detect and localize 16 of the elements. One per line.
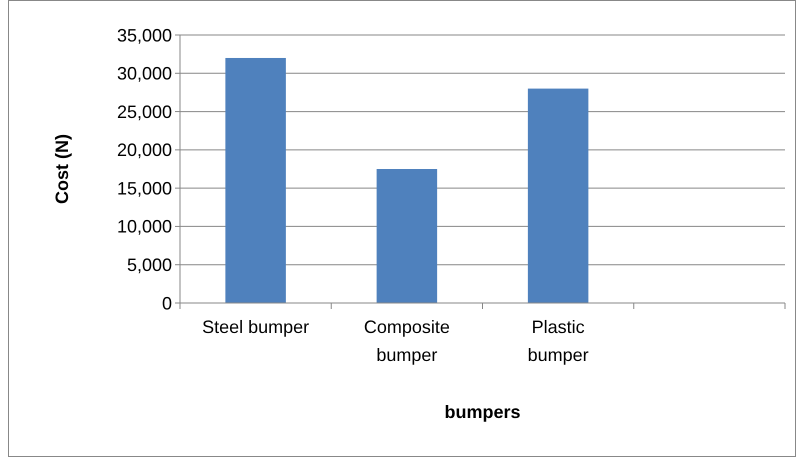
x-tick-label: Steel bumper (202, 317, 310, 337)
y-tick-label: 15,000 (116, 178, 172, 198)
y-tick-label: 10,000 (116, 216, 172, 237)
y-tick-label: 5,000 (126, 255, 172, 276)
bar (225, 58, 286, 303)
y-tick-label: 0 (162, 293, 172, 314)
bar (376, 169, 438, 303)
bar (528, 88, 588, 303)
y-tick-label: 25,000 (116, 102, 172, 122)
y-tick-label: 35,000 (116, 25, 172, 46)
y-axis-title: Cost (N) (52, 134, 72, 204)
y-tick-label: 20,000 (116, 140, 172, 160)
x-tick-label: Plastic bumper (528, 317, 589, 365)
y-tick-label: 30,000 (116, 64, 172, 84)
x-axis-title: bumpers (444, 402, 521, 422)
x-tick-label: Composite bumper (364, 317, 450, 365)
